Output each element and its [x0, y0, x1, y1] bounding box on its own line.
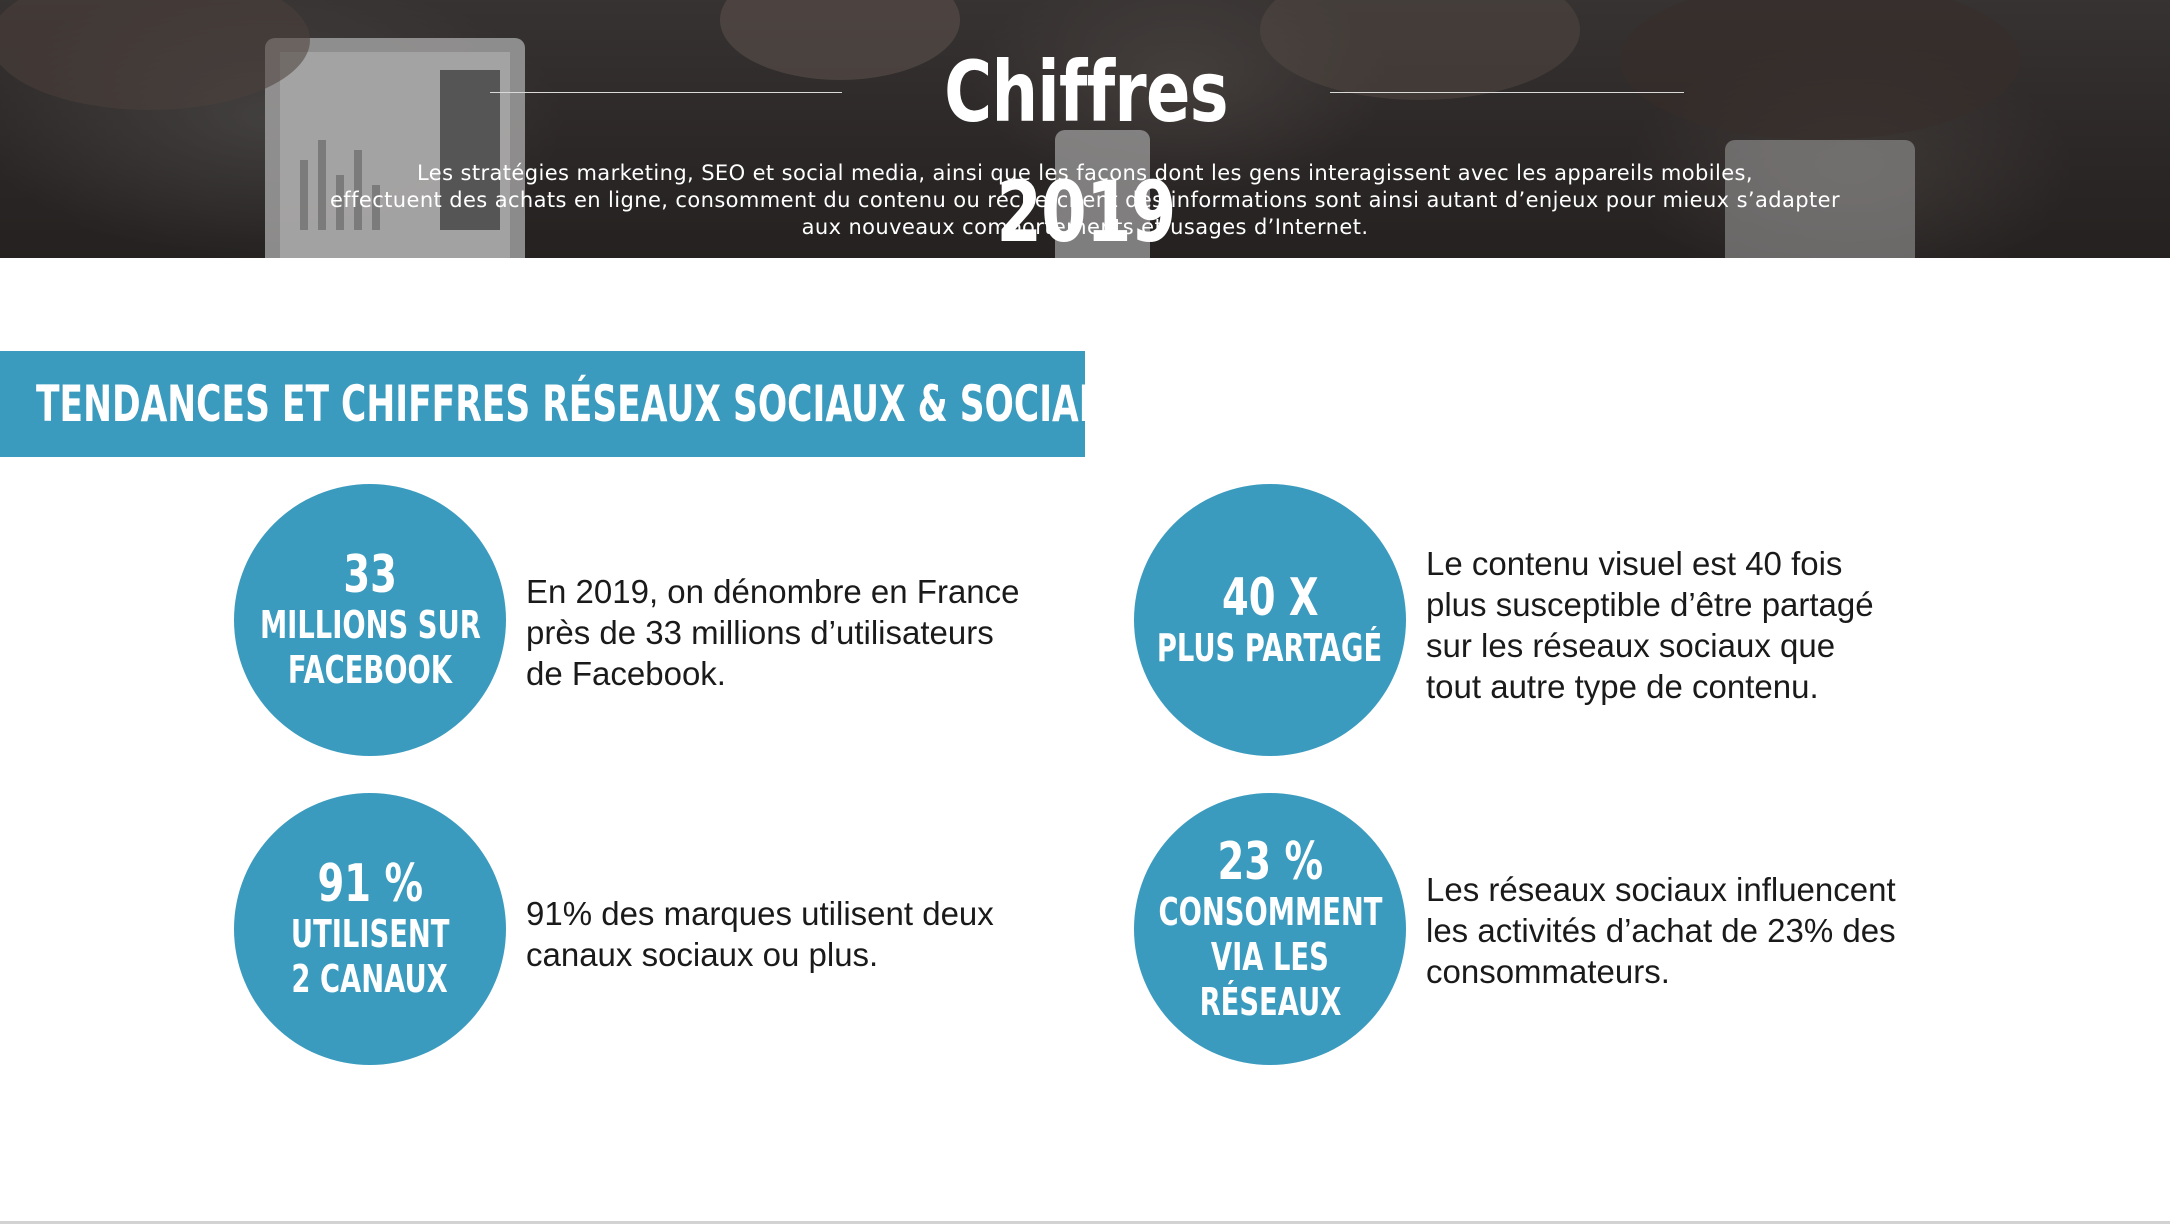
- stat-description-line: plus susceptible d’être partagé: [1426, 586, 1874, 623]
- stat-label-line: UTILISENT: [290, 912, 450, 956]
- stat-label-line: VIA LES: [1211, 934, 1329, 979]
- section-banner: TENDANCES ET CHIFFRES RÉSEAUX SOCIAUX & …: [0, 351, 1239, 457]
- stat-label-line: 2 CANAUX: [291, 957, 449, 1001]
- stat-description-line: Les réseaux sociaux influencent: [1426, 871, 1896, 908]
- page-title: Chiffres 2019: [944, 43, 1228, 258]
- title-left-rule: [490, 92, 842, 93]
- stat-description: Les réseaux sociaux influencent les acti…: [1426, 869, 1896, 992]
- hero-description: Les stratégies marketing, SEO et social …: [260, 160, 1910, 241]
- hero-description-line: aux nouveaux comportements et usages d’I…: [801, 215, 1369, 239]
- stat-label-line: MILLIONS SUR: [259, 603, 481, 647]
- stat-label-line: RÉSEAUX: [1199, 979, 1341, 1024]
- stat-label-line: PLUS PARTAGÉ: [1157, 625, 1383, 670]
- stat-label-line: FACEBOOK: [287, 648, 453, 692]
- stat-circle: [234, 484, 506, 756]
- stat-circle: [234, 793, 506, 1065]
- stat-circle-content: 23 % CONSOMMENT VIA LES RÉSEAUX: [1134, 793, 1406, 1065]
- stat-description: En 2019, on dénombre en France près de 3…: [526, 571, 1020, 694]
- hero-title-row: Chiffres 2019: [0, 32, 2170, 258]
- stat-circle-content: 40 X PLUS PARTAGÉ: [1134, 484, 1406, 756]
- stat-description: 91% des marques utilisent deux canaux so…: [526, 893, 994, 975]
- section-title: TENDANCES ET CHIFFRES RÉSEAUX SOCIAUX & …: [36, 375, 1239, 433]
- stat-circle: [1134, 793, 1406, 1065]
- hero-background-image: [0, 0, 2020, 258]
- stat-circle-content: 33 MILLIONS SUR FACEBOOK: [234, 484, 506, 756]
- stat-number: 91 %: [317, 854, 423, 914]
- stat-purchase-influence: 23 % CONSOMMENT VIA LES RÉSEAUX Les rése…: [1134, 793, 2034, 1065]
- stat-description: Le contenu visuel est 40 fois plus susce…: [1426, 543, 1874, 707]
- hero-description-line: effectuent des achats en ligne, consomme…: [329, 188, 1840, 212]
- stat-number: 33: [343, 545, 397, 605]
- hero-banner: Chiffres 2019 Les stratégies marketing, …: [0, 0, 2170, 258]
- stat-circle-content: 91 % UTILISENT 2 CANAUX: [234, 793, 506, 1065]
- stat-facebook-users: 33 MILLIONS SUR FACEBOOK En 2019, on dén…: [234, 484, 1134, 756]
- stat-label-line: CONSOMMENT: [1158, 889, 1382, 934]
- stat-description-line: consommateurs.: [1426, 953, 1670, 990]
- stat-description-line: les activités d’achat de 23% des: [1426, 912, 1896, 949]
- stat-number: 23 %: [1217, 831, 1323, 892]
- stat-circle: [1134, 484, 1406, 756]
- stat-description-line: sur les réseaux sociaux que: [1426, 627, 1836, 664]
- stat-description-line: canaux sociaux ou plus.: [526, 936, 879, 973]
- stat-description-line: tout autre type de contenu.: [1426, 668, 1819, 705]
- hero-description-line: Les stratégies marketing, SEO et social …: [417, 161, 1753, 185]
- title-right-rule: [1330, 92, 1684, 93]
- stat-description-line: Le contenu visuel est 40 fois: [1426, 545, 1843, 582]
- stat-number: 40 X: [1221, 567, 1319, 628]
- stat-description-line: près de 33 millions d’utilisateurs: [526, 614, 994, 651]
- hero-overlay: [0, 0, 2170, 258]
- stat-description-line: 91% des marques utilisent deux: [526, 895, 994, 932]
- stat-visual-content: 40 X PLUS PARTAGÉ Le contenu visuel est …: [1134, 484, 2034, 756]
- stat-description-line: de Facebook.: [526, 655, 726, 692]
- stat-brand-channels: 91 % UTILISENT 2 CANAUX 91% des marques …: [234, 793, 1134, 1065]
- stat-description-line: En 2019, on dénombre en France: [526, 573, 1020, 610]
- bottom-divider: [0, 1221, 2170, 1224]
